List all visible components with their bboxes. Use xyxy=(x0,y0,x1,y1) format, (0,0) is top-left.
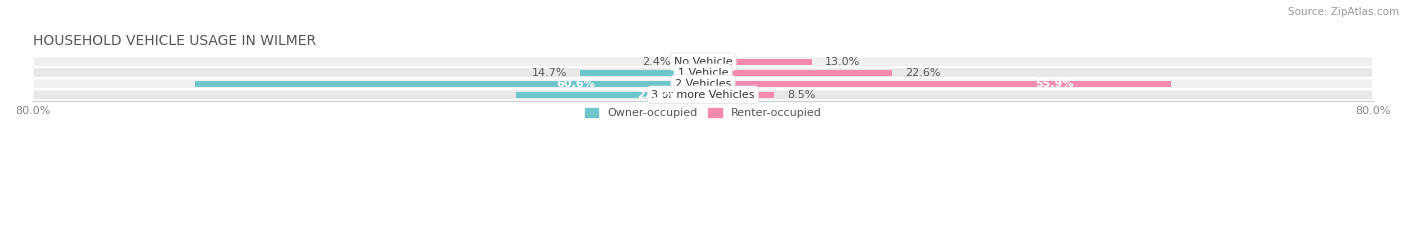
FancyBboxPatch shape xyxy=(32,67,1374,78)
Text: 3 or more Vehicles: 3 or more Vehicles xyxy=(651,90,755,100)
Text: 2 Vehicles: 2 Vehicles xyxy=(675,79,731,89)
Bar xyxy=(703,58,811,65)
Bar xyxy=(703,81,1171,87)
Legend: Owner-occupied, Renter-occupied: Owner-occupied, Renter-occupied xyxy=(581,104,825,121)
Bar xyxy=(579,69,703,76)
FancyBboxPatch shape xyxy=(32,89,1374,100)
Bar xyxy=(683,58,703,65)
Text: 14.7%: 14.7% xyxy=(531,68,567,78)
Text: 1 Vehicle: 1 Vehicle xyxy=(678,68,728,78)
Text: 2.4%: 2.4% xyxy=(641,57,671,67)
FancyBboxPatch shape xyxy=(32,56,1374,67)
Text: 13.0%: 13.0% xyxy=(824,57,859,67)
Text: 8.5%: 8.5% xyxy=(787,90,815,100)
Bar xyxy=(195,81,703,87)
Text: HOUSEHOLD VEHICLE USAGE IN WILMER: HOUSEHOLD VEHICLE USAGE IN WILMER xyxy=(32,34,316,48)
Text: 60.6%: 60.6% xyxy=(557,79,595,89)
Text: 22.3%: 22.3% xyxy=(637,90,675,100)
Bar xyxy=(703,92,775,98)
Text: 22.6%: 22.6% xyxy=(905,68,941,78)
Text: Source: ZipAtlas.com: Source: ZipAtlas.com xyxy=(1288,7,1399,17)
Bar xyxy=(703,69,893,76)
Text: 55.9%: 55.9% xyxy=(1035,79,1074,89)
Text: No Vehicle: No Vehicle xyxy=(673,57,733,67)
FancyBboxPatch shape xyxy=(32,78,1374,89)
Bar xyxy=(516,92,703,98)
